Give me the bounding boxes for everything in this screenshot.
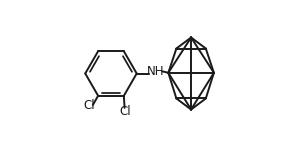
- Text: NH: NH: [147, 65, 165, 78]
- Text: Cl: Cl: [119, 105, 131, 118]
- Text: Cl: Cl: [83, 99, 95, 112]
